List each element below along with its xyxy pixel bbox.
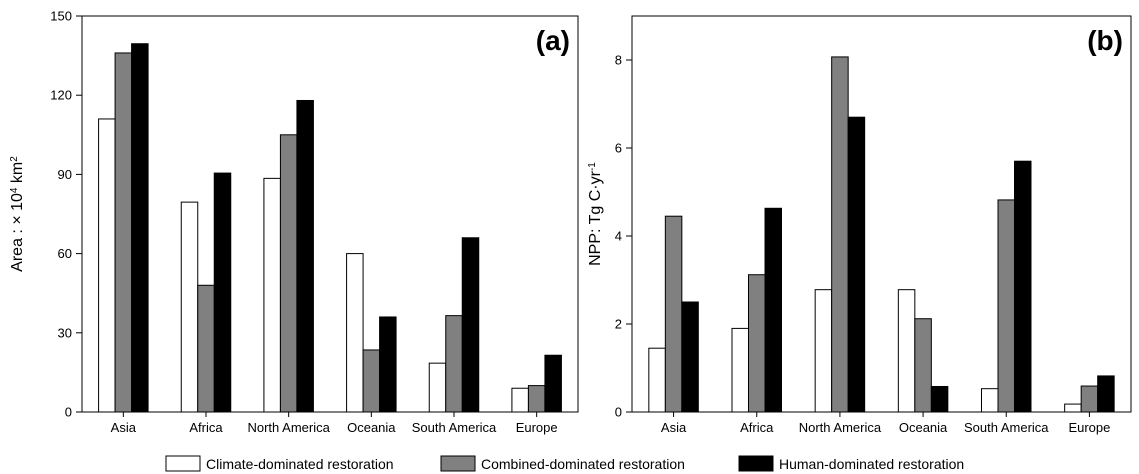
bar-human bbox=[1097, 375, 1115, 413]
y-tick-label: 150 bbox=[50, 9, 72, 24]
legend-swatch-combined bbox=[440, 455, 476, 472]
bar-climate bbox=[814, 289, 833, 413]
x-tick-label: Africa bbox=[189, 420, 223, 435]
bar-combined bbox=[445, 315, 463, 413]
x-tick-label: South America bbox=[412, 420, 497, 435]
bar-climate bbox=[98, 118, 116, 413]
bar-climate bbox=[897, 289, 916, 413]
bar-combined bbox=[831, 56, 849, 413]
bar-human bbox=[847, 116, 866, 413]
x-tick-label: Europe bbox=[516, 420, 558, 435]
chart-panel-npp: 0 2 4 6 8 Asia Africa North America Oceania South… bbox=[587, 15, 1132, 435]
legend-item-combined: Combined-dominated restoration bbox=[440, 455, 685, 472]
bar-combined bbox=[664, 215, 683, 413]
bar-climate bbox=[428, 362, 447, 413]
plot-frame bbox=[631, 15, 1132, 413]
bar-human bbox=[930, 385, 949, 413]
bar-climate bbox=[731, 327, 749, 413]
bar-combined bbox=[362, 349, 381, 413]
x-tick-label: North America bbox=[247, 420, 330, 435]
bar-climate bbox=[1064, 403, 1082, 413]
bar-combined bbox=[914, 318, 932, 413]
y-tick-label: 8 bbox=[615, 53, 622, 68]
y-tick-label: 2 bbox=[615, 317, 622, 332]
bar-combined bbox=[527, 385, 546, 413]
chart-panel-area: 0 30 60 90 120 150 Asia Africa North America Ocea… bbox=[9, 9, 579, 435]
bar-combined bbox=[279, 134, 298, 413]
bar-climate bbox=[346, 253, 364, 413]
bar-human bbox=[213, 172, 232, 413]
panel-label: (a) bbox=[536, 25, 570, 56]
bar-human bbox=[681, 301, 699, 413]
bar-human bbox=[544, 354, 562, 413]
x-tick-label: South America bbox=[964, 420, 1049, 435]
bar-human bbox=[764, 207, 782, 413]
y-tick-label: 0 bbox=[615, 405, 622, 420]
bar-human bbox=[461, 237, 480, 413]
legend-label-human: Human-dominated restoration bbox=[779, 456, 964, 472]
y-tick-label: 6 bbox=[615, 141, 622, 156]
plot-frame bbox=[81, 15, 579, 413]
bar-climate bbox=[180, 201, 199, 413]
bar-human bbox=[131, 43, 149, 413]
x-tick-label: Oceania bbox=[347, 420, 396, 435]
x-tick-label: Asia bbox=[111, 420, 137, 435]
bar-combined bbox=[197, 284, 215, 413]
legend-swatch-climate bbox=[165, 455, 201, 472]
bar-human bbox=[379, 316, 397, 413]
bar-climate bbox=[648, 347, 666, 413]
bar-climate bbox=[511, 387, 529, 413]
y-tick-label: 30 bbox=[58, 325, 72, 340]
x-tick-label: Oceania bbox=[899, 420, 948, 435]
legend-item-human: Human-dominated restoration bbox=[738, 455, 964, 472]
y-tick-label: 60 bbox=[58, 246, 72, 261]
x-tick-label: North America bbox=[799, 420, 882, 435]
y-tick-label: 120 bbox=[50, 88, 72, 103]
panel-label: (b) bbox=[1087, 25, 1123, 56]
y-tick-label: 0 bbox=[65, 405, 72, 420]
bar-human bbox=[296, 99, 314, 413]
y-axis-title: Area : × 104 km2 bbox=[9, 156, 27, 272]
bar-climate bbox=[981, 388, 999, 413]
legend-label-combined: Combined-dominated restoration bbox=[481, 456, 685, 472]
bar-combined bbox=[748, 274, 766, 413]
legend: Climate-dominated restoration Combined-d… bbox=[165, 455, 964, 472]
bar-combined bbox=[1080, 385, 1099, 413]
x-tick-label: Europe bbox=[1068, 420, 1110, 435]
legend-label-climate: Climate-dominated restoration bbox=[206, 456, 394, 472]
bar-combined bbox=[114, 52, 133, 413]
x-tick-label: Africa bbox=[740, 420, 774, 435]
y-tick-label: 4 bbox=[615, 229, 622, 244]
bar-human bbox=[1014, 160, 1032, 413]
bar-climate bbox=[263, 177, 281, 413]
x-tick-label: Asia bbox=[661, 420, 687, 435]
y-axis-title: NPP: Tg C·yr-1 bbox=[587, 162, 605, 266]
y-tick-label: 90 bbox=[58, 167, 72, 182]
legend-swatch-human bbox=[738, 455, 774, 472]
bar-combined bbox=[997, 199, 1015, 413]
legend-item-climate: Climate-dominated restoration bbox=[165, 455, 394, 472]
